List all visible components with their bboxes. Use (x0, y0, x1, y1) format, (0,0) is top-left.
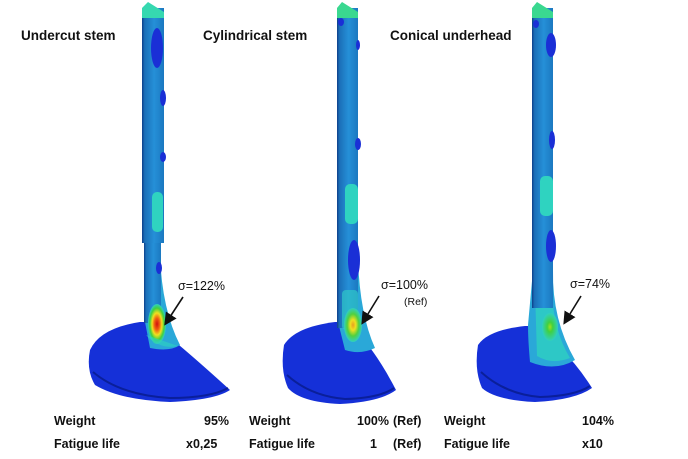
mid-stress-zone (152, 192, 163, 232)
valve-head (88, 322, 231, 402)
low-stress-zone (156, 262, 162, 274)
valve-head-rim (286, 374, 395, 401)
weight-label-undercut: Weight (54, 414, 96, 428)
low-stress-zone (338, 18, 344, 26)
weight-value-undercut: 95% (204, 414, 230, 428)
valve-cylindrical (282, 2, 396, 404)
fatigue-label-cylindrical: Fatigue life (249, 437, 315, 451)
weight-value-cylindrical: 100% (357, 414, 389, 428)
fatigue-label-undercut: Fatigue life (54, 437, 120, 451)
stress-hotspot (148, 304, 166, 344)
valve-stem-undercut (144, 243, 161, 323)
valve-tip (337, 2, 358, 18)
stress-hotspot (344, 308, 362, 342)
low-stress-zone (356, 40, 360, 50)
low-stress-zone (549, 131, 555, 149)
low-stress-zone (546, 230, 556, 262)
fatigue-value-conical: x10 (582, 437, 603, 451)
valve-stem (337, 8, 358, 328)
low-stress-zone (533, 20, 539, 28)
stress-hotspot (542, 313, 558, 341)
mid-stress-zone (345, 184, 358, 224)
stress-label-conical: σ=74% (570, 277, 611, 291)
fatigue-value-undercut: x0,25 (186, 437, 218, 451)
low-stress-zone (151, 28, 163, 68)
weight-label-conical: Weight (444, 414, 486, 428)
panel-title-undercut: Undercut stem (21, 28, 116, 43)
low-stress-zone (348, 240, 360, 280)
valve-stem (532, 8, 553, 308)
valve-undercut (88, 2, 231, 402)
low-stress-zone (160, 90, 166, 106)
stress-label-cylindrical: σ=100% (381, 278, 428, 292)
fatigue-label-conical: Fatigue life (444, 437, 510, 451)
stress-arrow-conical (563, 295, 582, 325)
valve-tip (532, 2, 553, 18)
weight-value-conical: 104% (582, 414, 614, 428)
stress-ref-cylindrical: (Ref) (404, 296, 428, 308)
valve-head (476, 326, 592, 402)
low-stress-zone (546, 33, 556, 57)
panel-title-conical: Conical underhead (390, 28, 512, 43)
valve-conical (476, 2, 592, 402)
valve-head-rim (480, 371, 591, 399)
valve-tip (142, 2, 164, 18)
weight-label-cylindrical: Weight (249, 414, 291, 428)
stress-arrow-undercut (164, 296, 184, 326)
stress-label-undercut: σ=122% (178, 279, 225, 293)
mid-stress-zone (540, 176, 553, 216)
stress-arrow-cylindrical (361, 295, 380, 325)
low-stress-zone (160, 152, 166, 162)
fatigue-ref-cylindrical: (Ref) (393, 437, 422, 451)
fatigue-value-cylindrical: 1 (370, 437, 377, 451)
low-stress-zone (355, 138, 361, 150)
panel-title-cylindrical: Cylindrical stem (203, 28, 308, 43)
valve-head-rim (92, 371, 229, 400)
weight-ref-cylindrical: (Ref) (393, 414, 422, 428)
valve-head (282, 322, 396, 404)
